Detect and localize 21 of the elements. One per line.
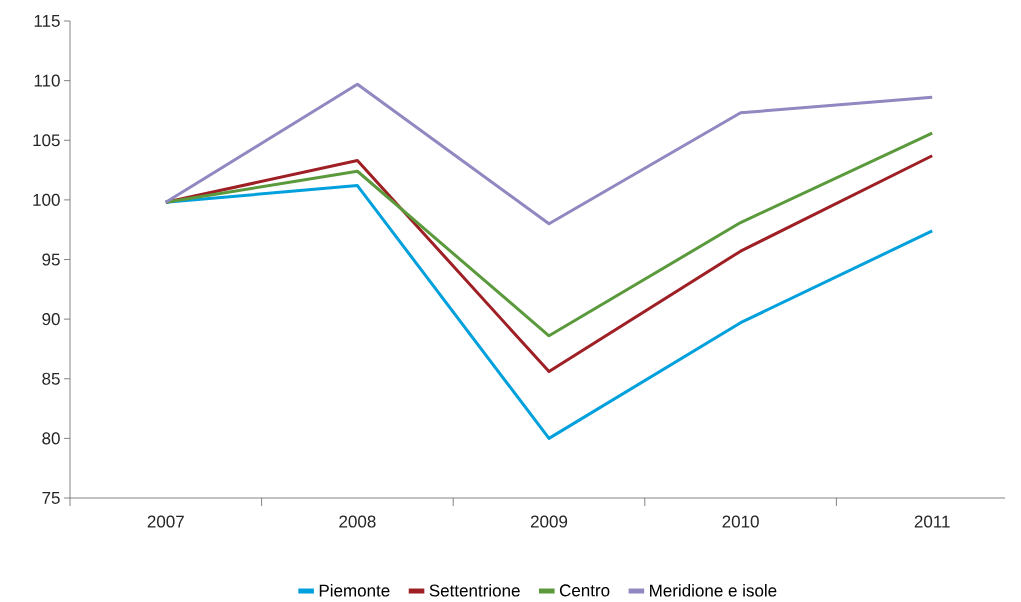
- y-tick-label: 75: [42, 492, 60, 504]
- line-series: [164, 131, 934, 338]
- legend-label: Settentrione: [429, 584, 520, 597]
- y-tick-label: 115: [34, 15, 60, 27]
- y-tick-label: 100: [33, 193, 60, 206]
- y-tick-label: 110: [34, 74, 60, 87]
- y-tick-label: 90: [42, 313, 60, 326]
- y-tick-label: 95: [42, 253, 60, 266]
- legend-label: Centro: [559, 584, 610, 597]
- x-tick-label: 2009: [530, 515, 568, 528]
- legend-label: Meridione e isole: [650, 584, 777, 597]
- line-series: [164, 82, 934, 226]
- x-tick-label: 2007: [147, 515, 184, 528]
- y-tick-label: 85: [42, 372, 60, 385]
- line-series: [164, 184, 934, 440]
- x-tick-label: 2011: [914, 515, 950, 528]
- legend-label: Piemonte: [319, 584, 390, 597]
- x-tick-label: 2010: [722, 515, 759, 528]
- y-tick-label: 80: [42, 432, 60, 445]
- y-tick-label: 105: [33, 134, 60, 147]
- x-tick-label: 2008: [339, 515, 376, 528]
